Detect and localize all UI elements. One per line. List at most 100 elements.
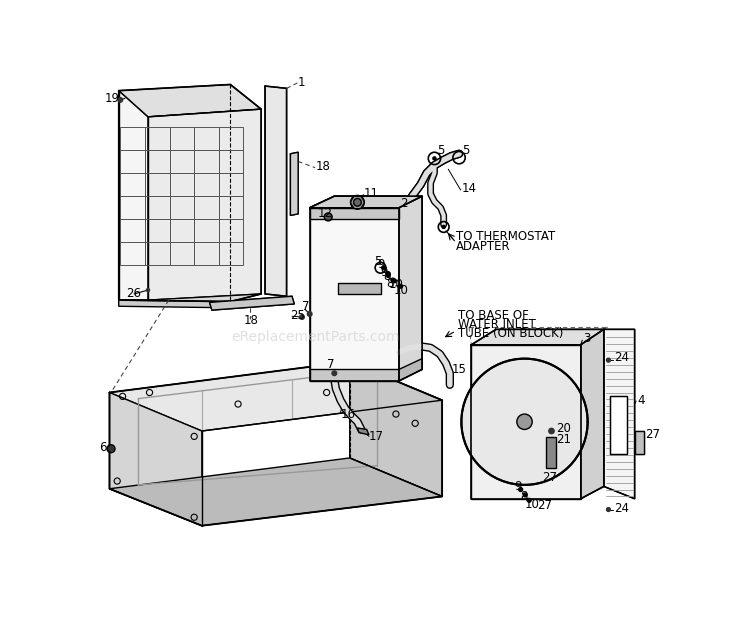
Text: 17: 17 bbox=[369, 430, 384, 443]
Circle shape bbox=[392, 279, 396, 283]
Bar bbox=[219, 220, 244, 243]
Text: 5: 5 bbox=[462, 144, 470, 157]
Text: 27: 27 bbox=[542, 470, 557, 484]
Text: 10: 10 bbox=[394, 284, 409, 296]
Polygon shape bbox=[310, 208, 399, 379]
Polygon shape bbox=[110, 362, 442, 431]
Bar bbox=[170, 196, 194, 220]
Bar bbox=[219, 150, 244, 173]
Text: 19: 19 bbox=[105, 92, 120, 105]
Polygon shape bbox=[118, 91, 148, 300]
Bar bbox=[194, 173, 219, 196]
Polygon shape bbox=[358, 428, 369, 435]
Bar bbox=[219, 127, 244, 150]
Polygon shape bbox=[209, 296, 294, 310]
Circle shape bbox=[607, 358, 610, 362]
Polygon shape bbox=[604, 330, 634, 499]
Circle shape bbox=[350, 195, 364, 209]
Polygon shape bbox=[310, 208, 399, 220]
Text: 24: 24 bbox=[614, 351, 628, 364]
Text: 26: 26 bbox=[127, 287, 142, 300]
Circle shape bbox=[550, 439, 554, 443]
Bar bbox=[194, 243, 219, 266]
Text: 8: 8 bbox=[387, 276, 394, 290]
Bar bbox=[145, 150, 170, 173]
Polygon shape bbox=[472, 330, 604, 345]
Circle shape bbox=[386, 272, 390, 276]
Polygon shape bbox=[399, 358, 422, 381]
Text: 10: 10 bbox=[524, 498, 539, 511]
Bar bbox=[145, 196, 170, 220]
Bar bbox=[194, 127, 219, 150]
Bar bbox=[170, 127, 194, 150]
Bar bbox=[219, 173, 244, 196]
Circle shape bbox=[146, 289, 149, 292]
Bar bbox=[145, 220, 170, 243]
Polygon shape bbox=[338, 283, 380, 294]
Text: 24: 24 bbox=[614, 502, 628, 515]
Polygon shape bbox=[634, 431, 644, 454]
Text: 15: 15 bbox=[452, 363, 466, 376]
Bar bbox=[120, 243, 145, 266]
Circle shape bbox=[391, 278, 394, 282]
Polygon shape bbox=[110, 392, 202, 525]
Polygon shape bbox=[310, 369, 399, 381]
Bar bbox=[194, 196, 219, 220]
Bar bbox=[120, 173, 145, 196]
Text: 10: 10 bbox=[388, 278, 403, 291]
Circle shape bbox=[353, 198, 362, 206]
Circle shape bbox=[300, 315, 304, 319]
Bar bbox=[120, 220, 145, 243]
Polygon shape bbox=[610, 396, 627, 454]
Polygon shape bbox=[265, 86, 286, 296]
Bar bbox=[170, 220, 194, 243]
Text: 12: 12 bbox=[317, 207, 332, 220]
Text: 11: 11 bbox=[364, 187, 379, 200]
Text: 9: 9 bbox=[380, 266, 388, 279]
Polygon shape bbox=[110, 458, 442, 525]
Text: 9: 9 bbox=[514, 480, 522, 493]
Bar bbox=[194, 220, 219, 243]
Circle shape bbox=[442, 225, 446, 228]
Bar bbox=[170, 173, 194, 196]
Bar bbox=[145, 243, 170, 266]
Bar bbox=[145, 127, 170, 150]
Text: 7: 7 bbox=[302, 300, 310, 313]
Text: 5: 5 bbox=[374, 255, 382, 268]
Text: 8: 8 bbox=[520, 490, 528, 503]
Bar bbox=[219, 196, 244, 220]
Circle shape bbox=[326, 214, 331, 220]
Polygon shape bbox=[580, 330, 604, 499]
Polygon shape bbox=[290, 152, 298, 216]
Polygon shape bbox=[310, 196, 422, 208]
Circle shape bbox=[524, 493, 527, 497]
Text: 8: 8 bbox=[383, 271, 391, 284]
Text: 27: 27 bbox=[537, 499, 552, 512]
Circle shape bbox=[308, 312, 312, 316]
Polygon shape bbox=[118, 294, 261, 301]
Text: 1: 1 bbox=[298, 76, 306, 89]
Text: 20: 20 bbox=[556, 422, 571, 435]
Circle shape bbox=[433, 157, 436, 160]
Text: 21: 21 bbox=[556, 433, 571, 446]
Circle shape bbox=[519, 488, 523, 492]
Circle shape bbox=[386, 273, 390, 277]
Polygon shape bbox=[546, 437, 556, 468]
Polygon shape bbox=[472, 345, 580, 499]
Bar bbox=[120, 150, 145, 173]
Circle shape bbox=[527, 499, 531, 502]
Circle shape bbox=[461, 358, 588, 485]
Text: eReplacementParts.com: eReplacementParts.com bbox=[231, 330, 399, 344]
Text: TO BASE OF: TO BASE OF bbox=[458, 309, 528, 322]
Circle shape bbox=[382, 266, 386, 269]
Text: 7: 7 bbox=[327, 358, 334, 371]
Text: 9: 9 bbox=[377, 258, 385, 271]
Text: TO THERMOSTAT: TO THERMOSTAT bbox=[456, 230, 555, 243]
Polygon shape bbox=[350, 362, 442, 497]
Circle shape bbox=[109, 447, 113, 451]
Circle shape bbox=[517, 414, 532, 429]
Bar bbox=[120, 196, 145, 220]
Polygon shape bbox=[148, 109, 261, 300]
Bar bbox=[170, 150, 194, 173]
Text: 25: 25 bbox=[290, 309, 304, 322]
